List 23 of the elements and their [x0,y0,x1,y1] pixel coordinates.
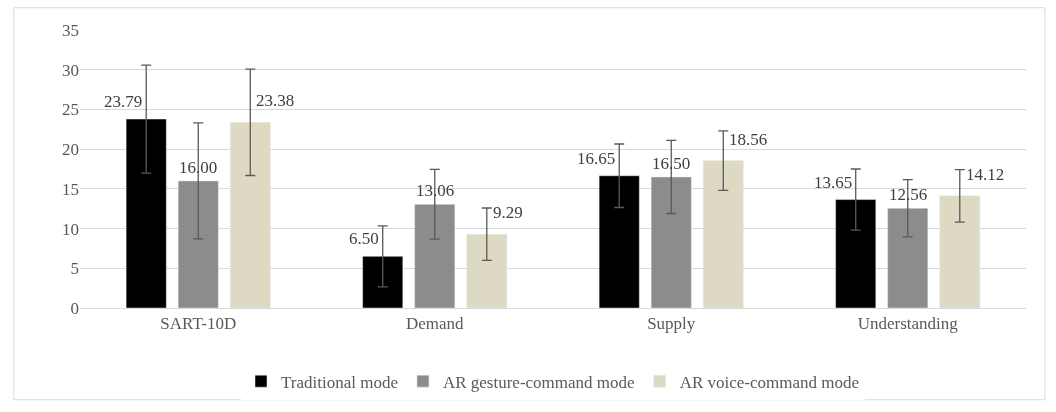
x-tick-label: Demand [405,314,465,334]
y-tick-label: 15 [62,179,79,199]
data-label: 6.50 [349,229,379,248]
x-tick-label: Understanding [857,314,959,334]
data-label: 23.38 [256,91,295,110]
data-label: 16.65 [577,149,616,168]
y-tick-label: 35 [62,20,79,40]
data-label: 14.12 [966,165,1005,184]
y-tick-label: 0 [70,298,79,318]
legend-label: AR voice-command mode [679,372,860,392]
y-tick-label: 20 [62,140,79,160]
data-label: 13.65 [814,173,853,192]
y-tick-label: 30 [62,60,79,80]
x-tick-label: SART-10D [160,314,237,334]
legend-label: Traditional mode [281,372,398,392]
y-tick-label: 5 [70,259,79,279]
legend-label: AR gesture-command mode [442,372,635,392]
y-tick-label: 10 [62,219,79,239]
data-label: 18.56 [729,130,768,149]
data-label: 9.29 [493,203,523,222]
y-tick-label: 25 [62,100,79,120]
data-label: 23.79 [104,92,143,111]
x-tick-label: Supply [647,314,696,334]
